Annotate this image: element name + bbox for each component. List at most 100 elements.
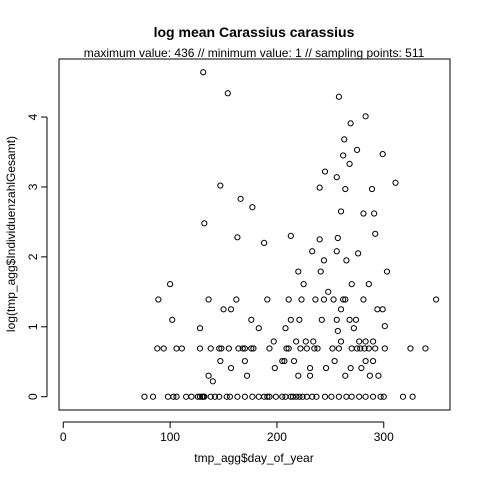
data-point (310, 338, 317, 345)
data-point (365, 345, 372, 352)
data-point (205, 296, 212, 303)
data-point (200, 69, 207, 76)
data-point (328, 393, 335, 400)
data-point (205, 372, 212, 379)
data-point (302, 338, 309, 345)
data-point (241, 345, 248, 352)
data-point (237, 195, 244, 202)
data-point (283, 345, 290, 352)
data-point (369, 393, 377, 400)
data-point (375, 372, 382, 379)
data-point (297, 345, 304, 352)
y-axis-label: log(tmp_agg$IndividuenzahlGesamt) (4, 136, 18, 332)
data-point (334, 327, 341, 335)
data-point (306, 372, 314, 379)
data-point (285, 296, 292, 303)
data-point (348, 281, 355, 288)
data-point (392, 179, 399, 186)
data-point (320, 296, 328, 303)
data-point (362, 357, 369, 365)
data-point (342, 296, 349, 303)
data-point (173, 393, 180, 400)
data-point (183, 393, 190, 400)
data-point (311, 345, 318, 352)
data-point (250, 345, 257, 352)
data-point (379, 306, 386, 313)
data-point (155, 296, 162, 303)
data-point (279, 357, 286, 365)
data-point (316, 184, 323, 191)
data-point (196, 393, 204, 400)
data-point (289, 393, 297, 400)
data-point (313, 393, 320, 400)
data-point (243, 372, 251, 379)
data-point (298, 296, 305, 303)
data-point (433, 296, 440, 303)
data-point (371, 210, 378, 217)
data-point (293, 393, 300, 400)
data-point (255, 393, 262, 400)
data-point (141, 393, 148, 400)
data-point (381, 345, 388, 352)
data-point (164, 393, 172, 400)
x-axis: 0 100 200 300 (60, 421, 394, 444)
y-tick-label: 2 (26, 253, 40, 260)
data-point (372, 345, 379, 352)
data-point (320, 257, 328, 264)
data-point (331, 357, 338, 365)
data-point (272, 393, 279, 400)
data-point (218, 345, 225, 352)
data-point (347, 364, 354, 372)
data-point (264, 393, 271, 400)
data-point (348, 393, 355, 400)
data-point (380, 393, 387, 400)
data-point (409, 393, 416, 400)
data-point (318, 316, 325, 323)
data-point (342, 185, 349, 193)
data-point (317, 268, 324, 275)
plot-frame (58, 58, 451, 411)
data-point (346, 160, 353, 167)
data-point (374, 306, 381, 313)
data-point (358, 364, 365, 372)
data-point (209, 378, 216, 385)
x-tick-label: 300 (374, 430, 394, 444)
data-point (340, 296, 347, 303)
data-point (266, 393, 273, 400)
data-point (217, 182, 224, 189)
data-point (167, 281, 174, 288)
data-point (160, 345, 167, 352)
data-point (220, 306, 227, 313)
x-axis-label: tmp_agg$day_of_year (194, 451, 313, 465)
data-point (196, 325, 204, 332)
data-point (368, 185, 376, 193)
y-tick-label: 4 (26, 113, 40, 120)
data-point (361, 345, 368, 352)
data-point (223, 393, 230, 400)
data-point (295, 268, 302, 275)
data-point (335, 393, 342, 400)
data-point (312, 296, 319, 303)
data-point (343, 393, 350, 400)
data-point (347, 120, 354, 127)
data-point (188, 393, 195, 400)
data-point (407, 345, 414, 352)
data-point (377, 393, 384, 400)
x-tick-label: 200 (267, 430, 287, 444)
data-point (369, 338, 377, 345)
data-point (295, 372, 302, 379)
data-point (422, 345, 429, 352)
data-point (353, 146, 361, 153)
data-point (314, 345, 321, 352)
y-tick-label: 3 (26, 183, 40, 190)
data-point (356, 338, 363, 345)
data-point (173, 345, 180, 352)
data-point (216, 345, 223, 352)
data-point (399, 393, 407, 400)
data-point (281, 357, 288, 365)
data-point (241, 393, 248, 400)
data-point (353, 345, 361, 352)
data-point (261, 239, 268, 246)
data-point (234, 393, 241, 400)
data-point (325, 288, 332, 295)
